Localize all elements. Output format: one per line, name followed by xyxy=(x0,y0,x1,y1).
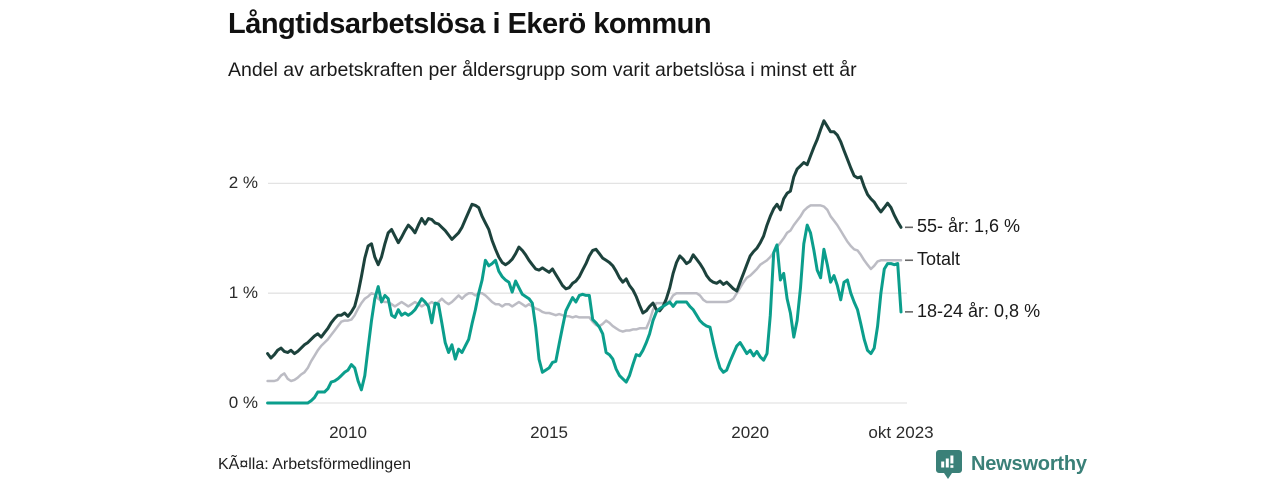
page-title: Långtidsarbetslösa i Ekerö kommun xyxy=(228,8,712,40)
series-end-label: Totalt xyxy=(917,249,961,270)
series-end-label: 55- år: 1,6 % xyxy=(917,216,1021,237)
series-line-55- år xyxy=(266,119,903,360)
x-axis-tick-label: 2020 xyxy=(731,423,770,442)
series-line-Totalt xyxy=(266,204,903,383)
newsworthy-brand-label: Newsworthy xyxy=(971,453,1087,475)
y-axis-tick-label: 1 % xyxy=(228,283,258,303)
newsworthy-logo-icon xyxy=(936,450,962,479)
source-note: KÃ¤lla: Arbetsförmedlingen xyxy=(218,456,411,473)
y-axis-tick-label: 0 % xyxy=(228,393,258,412)
chart-subtitle: Andel av arbetskraften per åldersgrupp s… xyxy=(228,59,857,81)
x-axis-tick-label: 2010 xyxy=(329,423,367,442)
x-axis-tick-label: okt 2023 xyxy=(868,423,934,442)
series-line-18-24 år xyxy=(266,223,903,405)
x-axis-tick-label: 2015 xyxy=(530,423,568,442)
series-end-label: 18-24 år: 0,8 % xyxy=(917,300,1041,321)
newsworthy-brand-link[interactable]: Newsworthy xyxy=(936,450,1087,479)
y-axis-tick-label: 2 % xyxy=(228,173,258,193)
